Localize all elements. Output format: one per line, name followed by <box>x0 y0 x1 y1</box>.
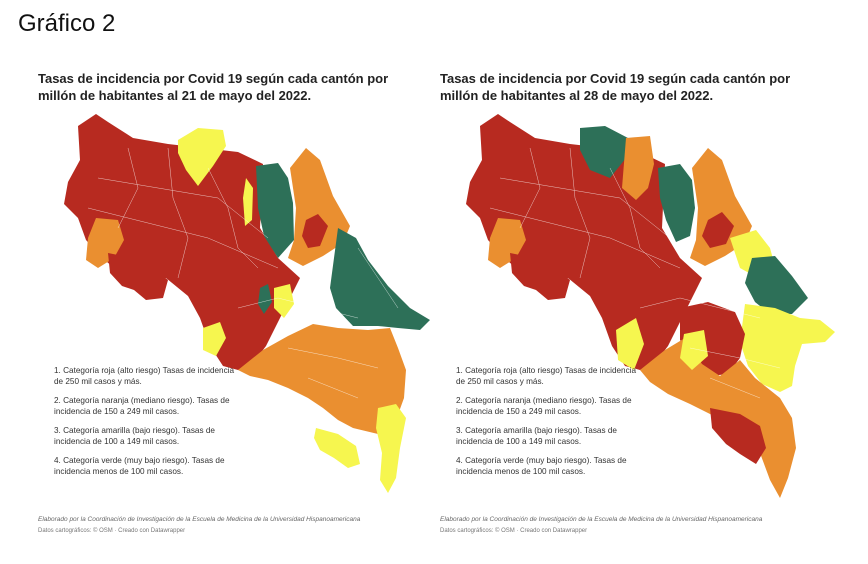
credit-text: Elaborado por la Coordinación de Investi… <box>38 516 361 523</box>
legend-item-yellow: 3. Categoría amarilla (bajo riesgo). Tas… <box>456 426 617 446</box>
data-source-text: Datos cartográficos: © OSM · Creado con … <box>440 528 588 534</box>
region-yellow-north <box>178 128 226 186</box>
legend-item-yellow: 3. Categoría amarilla (bajo riesgo). Tas… <box>54 426 215 446</box>
map-legend: 1. Categoría roja (alto riesgo) Tasas de… <box>54 366 244 486</box>
region-red-nicoya <box>108 253 168 300</box>
legend-item-red: 1. Categoría roja (alto riesgo) Tasas de… <box>456 366 637 386</box>
region-yellow-pacific <box>203 322 226 356</box>
region-red-nicoya <box>510 253 570 300</box>
region-yellow-se <box>376 404 406 493</box>
map-panel-may-21: Tasas de incidencia por Covid 19 según c… <box>38 70 438 550</box>
region-red-inner <box>702 212 734 248</box>
data-source-text: Datos cartográficos: © OSM · Creado con … <box>38 528 186 534</box>
map-title: Tasas de incidencia por Covid 19 según c… <box>38 71 389 103</box>
region-yellow-osa <box>314 428 360 468</box>
legend-item-orange: 2. Categoría naranja (mediano riesgo). T… <box>54 396 230 416</box>
legend-item-red: 1. Categoría roja (alto riesgo) Tasas de… <box>54 366 235 386</box>
map-panel-may-28: Tasas de incidencia por Covid 19 según c… <box>440 70 840 550</box>
region-orange-south <box>238 324 406 434</box>
credit-text: Elaborado por la Coordinación de Investi… <box>440 516 763 523</box>
region-green-central <box>258 284 272 314</box>
region-yellow-central <box>243 178 253 226</box>
region-yellow-central-2 <box>274 284 294 318</box>
region-red-inner <box>302 214 328 248</box>
costa-rica-map <box>64 114 430 493</box>
legend-item-orange: 2. Categoría naranja (mediano riesgo). T… <box>456 396 632 416</box>
map-legend: 1. Categoría roja (alto riesgo) Tasas de… <box>456 366 646 486</box>
region-red-north <box>64 114 300 370</box>
region-yellow-pacific <box>616 318 644 370</box>
region-green-limon <box>745 256 808 314</box>
region-yellow-east <box>740 304 835 392</box>
page-title: Gráfico 2 <box>18 10 116 37</box>
legend-item-green: 4. Categoría verde (muy bajo riesgo). Ta… <box>54 456 225 476</box>
region-green-north <box>580 126 628 178</box>
map-title: Tasas de incidencia por Covid 19 según c… <box>440 71 791 103</box>
region-green-limon <box>330 228 430 330</box>
region-red-osa <box>710 408 766 464</box>
costa-rica-map <box>466 114 835 498</box>
region-yellow-central <box>680 330 708 370</box>
region-green-ne <box>256 163 294 258</box>
region-green-ne <box>658 164 695 242</box>
legend-item-green: 4. Categoría verde (muy bajo riesgo). Ta… <box>456 456 627 476</box>
region-orange-north-central <box>622 136 654 200</box>
